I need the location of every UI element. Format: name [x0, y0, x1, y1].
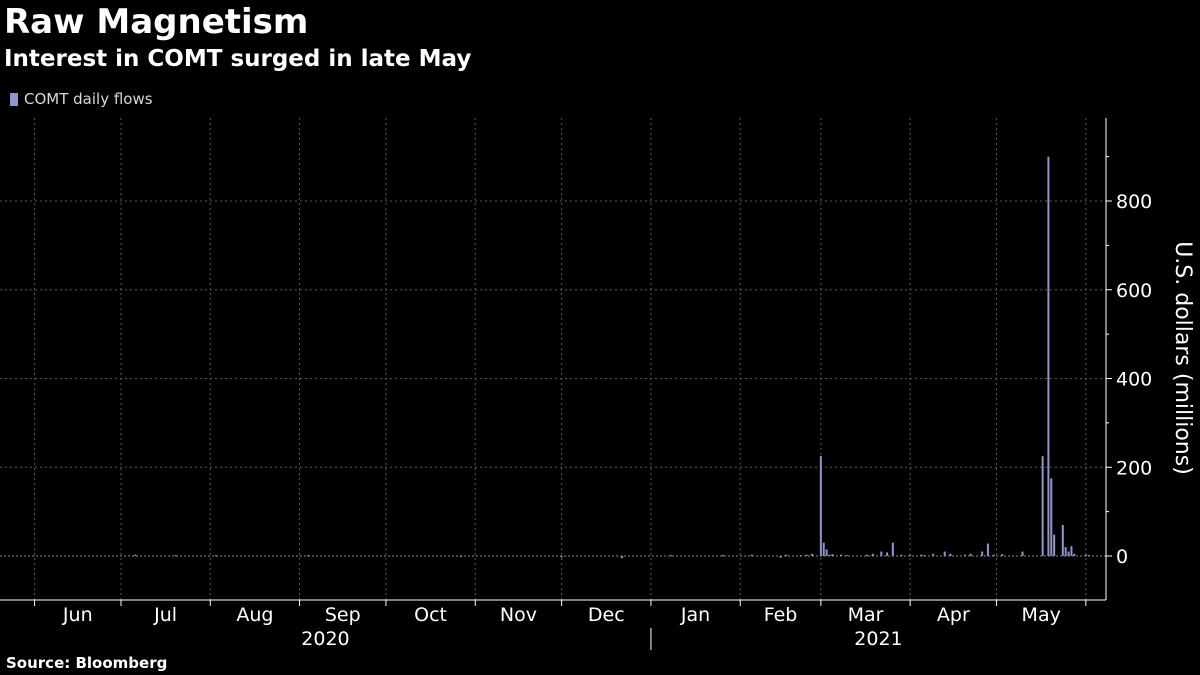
- bar: [1047, 156, 1050, 557]
- bar: [459, 556, 462, 557]
- bar: [799, 555, 802, 557]
- x-month-label: Feb: [764, 604, 798, 626]
- bar: [1061, 524, 1064, 556]
- bar: [886, 552, 889, 556]
- bar: [1021, 551, 1024, 556]
- x-month-label: Jun: [62, 604, 93, 626]
- bars-layer: [134, 156, 1090, 559]
- bar: [811, 553, 814, 556]
- bar: [215, 555, 218, 557]
- y-axis-label: U.S. dollars (millions): [1170, 241, 1195, 475]
- bar: [845, 555, 848, 557]
- bar: [1073, 553, 1076, 556]
- source-note: Source: Bloomberg: [6, 654, 168, 672]
- y-tick-label: 600: [1116, 280, 1152, 302]
- bar: [891, 542, 894, 556]
- x-month-label: Aug: [236, 604, 273, 626]
- bar: [721, 555, 724, 557]
- x-month-label: Apr: [937, 604, 970, 626]
- bar: [1050, 478, 1053, 556]
- bar: [1001, 554, 1004, 556]
- x-year-label: 2020: [301, 628, 349, 650]
- x-month-label: Mar: [848, 604, 884, 626]
- bar: [969, 553, 972, 556]
- bar: [805, 554, 808, 556]
- bar: [1064, 547, 1067, 557]
- bar: [1084, 554, 1087, 556]
- bar: [560, 556, 563, 558]
- bar: [1070, 546, 1073, 556]
- bar: [831, 554, 834, 556]
- chart-title: Raw Magnetism: [4, 2, 309, 42]
- bar: [779, 556, 782, 558]
- y-tick-label: 400: [1116, 369, 1152, 391]
- x-month-label: Jan: [680, 604, 710, 626]
- legend-swatch: [10, 92, 18, 106]
- x-month-label: Nov: [500, 604, 537, 626]
- x-month-label: Dec: [588, 604, 625, 626]
- bar: [865, 554, 868, 556]
- bar: [1053, 534, 1056, 556]
- bar: [1067, 551, 1070, 556]
- bar: [943, 551, 946, 556]
- bar: [900, 554, 903, 556]
- x-year-label: 2021: [854, 628, 902, 650]
- x-month-label: Sep: [325, 604, 361, 626]
- y-tick-label: 800: [1116, 191, 1152, 213]
- bar: [840, 554, 843, 556]
- bar: [822, 542, 825, 556]
- bar: [621, 556, 624, 559]
- bar: [923, 555, 926, 557]
- bar: [819, 456, 822, 556]
- bar: [785, 554, 788, 556]
- bar: [134, 554, 137, 556]
- bar: [963, 554, 966, 556]
- grid-layer: [0, 118, 1106, 600]
- bar: [1041, 456, 1044, 556]
- chart-subtitle: Interest in COMT surged in late May: [4, 46, 472, 72]
- y-tick-label: 0: [1116, 546, 1128, 568]
- bar: [880, 551, 883, 556]
- bar: [825, 549, 828, 556]
- bar: [174, 555, 177, 557]
- bar: [670, 555, 673, 557]
- bar: [871, 553, 874, 556]
- bar: [920, 554, 923, 556]
- legend-label: COMT daily flows: [24, 90, 153, 108]
- bar: [909, 555, 912, 557]
- y-tick-label: 200: [1116, 457, 1152, 479]
- x-month-label: Oct: [414, 604, 447, 626]
- bar: [949, 553, 952, 556]
- x-month-label: Jul: [153, 604, 177, 626]
- legend: COMT daily flows: [10, 90, 153, 108]
- bar: [307, 555, 310, 557]
- bar: [986, 543, 989, 556]
- bar: [1087, 555, 1090, 557]
- bar: [981, 551, 984, 556]
- bar: [932, 553, 935, 556]
- x-month-label: May: [1022, 604, 1061, 626]
- bar: [828, 554, 831, 556]
- bar: [750, 554, 753, 556]
- axis-layer: 0 200 400 600 800 U.S. dollars (millions) Jun J…: [0, 118, 1195, 650]
- bar: [992, 554, 995, 556]
